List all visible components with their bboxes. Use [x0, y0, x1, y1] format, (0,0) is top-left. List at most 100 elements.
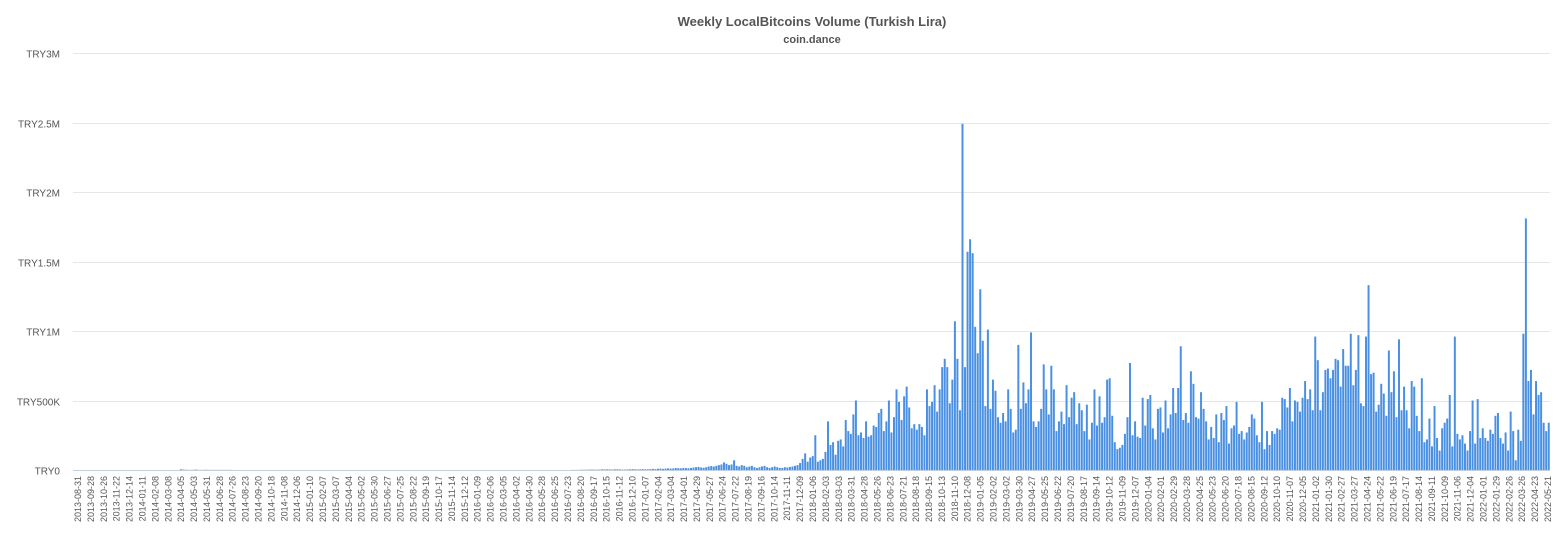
bar — [1014, 429, 1017, 470]
bar — [964, 367, 967, 470]
bar — [1263, 449, 1266, 470]
bar — [862, 438, 865, 470]
bar — [755, 467, 758, 470]
bar — [1537, 394, 1540, 470]
bar — [1146, 399, 1149, 470]
bar — [616, 469, 619, 470]
bar — [1177, 387, 1180, 470]
bar — [997, 417, 1000, 470]
bar — [1451, 446, 1454, 470]
bar — [667, 468, 670, 470]
bar — [753, 467, 756, 470]
x-tick-label: 2022-05-21 — [1543, 476, 1553, 522]
x-tick-label: 2021-04-24 — [1363, 476, 1373, 522]
bar — [1502, 443, 1505, 470]
bar — [1479, 438, 1482, 470]
x-tick-label: 2015-06-27 — [383, 476, 393, 522]
bar — [631, 469, 634, 470]
bar — [1197, 418, 1200, 470]
bar — [1101, 422, 1104, 470]
bar — [1484, 438, 1487, 470]
bar — [722, 462, 725, 470]
bar — [1466, 450, 1469, 470]
bar — [898, 401, 901, 470]
bar — [969, 239, 972, 470]
bar — [1220, 413, 1223, 470]
x-tick-label: 2019-05-25 — [1040, 476, 1050, 522]
bar — [834, 454, 837, 470]
x-tick-label: 2018-07-21 — [898, 476, 908, 522]
x-tick-label: 2019-04-27 — [1027, 476, 1037, 522]
bar — [816, 461, 819, 470]
bar — [669, 468, 672, 470]
bar — [1334, 358, 1337, 470]
x-tick-label: 2018-03-31 — [847, 476, 857, 522]
y-tick-label: TRY3M — [26, 50, 60, 61]
bar — [1349, 333, 1352, 470]
bar — [1225, 406, 1228, 470]
bar — [1504, 432, 1507, 470]
bar — [1319, 410, 1322, 470]
bar — [979, 289, 982, 470]
bar — [659, 468, 662, 470]
bar — [1453, 336, 1456, 470]
bar — [1535, 381, 1538, 470]
x-tick-label: 2019-03-02 — [1001, 476, 1011, 522]
bar — [1136, 436, 1139, 470]
bar — [870, 435, 873, 470]
bar — [613, 469, 616, 470]
bar — [1129, 362, 1131, 470]
bar — [809, 457, 812, 470]
bar — [786, 467, 789, 470]
x-tick-label: 2019-01-05 — [976, 476, 986, 522]
bar — [1372, 372, 1375, 470]
bar — [1471, 400, 1474, 470]
x-tick-label: 2017-05-27 — [705, 476, 715, 522]
bar — [1512, 431, 1515, 470]
bar — [748, 466, 751, 470]
bar — [1545, 431, 1548, 470]
x-tick-label: 2014-11-08 — [279, 476, 289, 521]
bar — [1398, 339, 1400, 470]
bar — [1258, 442, 1261, 470]
bar — [1131, 435, 1134, 470]
bar — [1286, 407, 1289, 470]
x-tick-label: 2021-12-04 — [1466, 476, 1476, 522]
bar — [1103, 417, 1106, 470]
bar — [875, 426, 878, 470]
bar — [971, 253, 974, 470]
bar — [1154, 439, 1157, 470]
bar — [679, 468, 682, 470]
bar — [1324, 369, 1327, 470]
bar — [1517, 429, 1520, 470]
x-tick-label: 2015-12-12 — [460, 476, 470, 522]
bar — [641, 469, 644, 470]
bar — [1392, 371, 1395, 470]
bar — [618, 469, 621, 470]
bar — [1090, 422, 1093, 470]
bar — [1507, 450, 1510, 470]
bar — [712, 466, 715, 470]
bar — [1050, 365, 1053, 470]
bar — [923, 435, 926, 470]
bar — [1283, 399, 1286, 470]
bar — [1207, 439, 1210, 470]
bar — [1524, 218, 1527, 470]
chart-title: Weekly LocalBitcoins Volume (Turkish Lir… — [678, 14, 947, 29]
bar — [913, 424, 916, 470]
x-tick-label: 2014-08-23 — [241, 476, 251, 522]
bar — [1123, 433, 1126, 470]
bar — [1085, 404, 1088, 470]
bar — [1458, 439, 1461, 470]
bar — [1088, 439, 1091, 470]
bar — [1093, 389, 1096, 470]
bar — [1184, 413, 1187, 470]
bar — [750, 465, 753, 470]
bar — [1052, 389, 1055, 470]
bar — [796, 465, 799, 470]
x-tick-label: 2020-06-20 — [1221, 476, 1231, 522]
bar — [1357, 335, 1360, 470]
bar — [895, 389, 898, 470]
bar — [961, 123, 964, 470]
bar — [1332, 369, 1335, 470]
